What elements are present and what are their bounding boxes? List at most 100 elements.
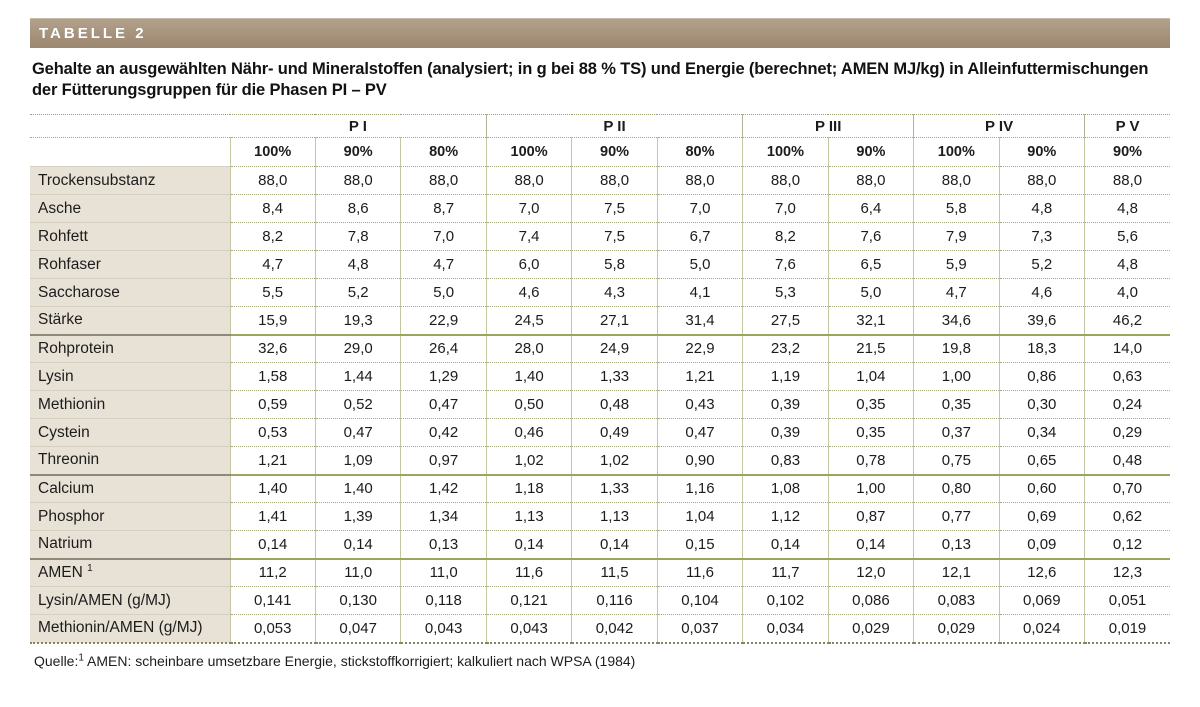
row-label-cell: Lysin — [30, 362, 230, 391]
value-cell: 4,7 — [400, 250, 487, 279]
column-header: 90% — [827, 137, 914, 167]
row-label-cell: Saccharose — [30, 278, 230, 307]
row-label-cell: Methionin — [30, 390, 230, 419]
value-cell: 0,042 — [571, 614, 658, 644]
value-cell: 88,0 — [314, 166, 401, 195]
value-cell: 7,8 — [314, 222, 401, 251]
value-cell: 0,037 — [656, 614, 743, 644]
row-label-cell: Calcium — [30, 474, 230, 503]
value-cell: 88,0 — [485, 166, 572, 195]
value-cell: 6,4 — [827, 194, 914, 223]
row-label-cell: Methionin/AMEN (g/MJ) — [30, 614, 230, 644]
value-cell: 24,5 — [485, 306, 572, 336]
value-cell: 0,97 — [400, 446, 487, 476]
table-row: Stärke 15,9 19,3 22,9 24,5 27,1 31,4 27,5 32,1 34… — [30, 306, 1170, 336]
value-cell: 88,0 — [571, 166, 658, 195]
value-cell: 19,8 — [913, 334, 1000, 363]
value-cell: 0,39 — [742, 390, 829, 419]
value-cell: 0,86 — [998, 362, 1085, 391]
column-header: 90% — [314, 137, 401, 167]
column-header: 100% — [742, 137, 829, 167]
row-label-cell: Lysin/AMEN (g/MJ) — [30, 586, 230, 615]
table-title: Gehalte an ausgewählten Nähr- und Minera… — [32, 59, 1170, 101]
value-cell: 1,40 — [314, 474, 401, 503]
value-cell: 11,0 — [400, 558, 487, 587]
value-cell: 5,2 — [998, 250, 1085, 279]
value-cell: 0,14 — [314, 530, 401, 560]
value-cell: 5,2 — [314, 278, 401, 307]
value-cell: 1,16 — [656, 474, 743, 503]
value-cell: 0,12 — [1084, 530, 1170, 560]
source-note: Quelle:1 AMEN: scheinbare umsetzbare Ene… — [34, 651, 1170, 668]
table-tag-bar: TABELLE 2 — [30, 18, 1170, 48]
value-cell: 7,0 — [400, 222, 487, 251]
value-cell: 0,48 — [571, 390, 658, 419]
value-cell: 0,24 — [1084, 390, 1170, 419]
column-header: 100% — [229, 137, 316, 167]
table-row: Cystein 0,53 0,47 0,42 0,46 0,49 0,47 0,39 0,35 0… — [30, 418, 1170, 447]
value-cell: 27,1 — [571, 306, 658, 336]
value-cell: 1,39 — [314, 502, 401, 531]
value-cell: 0,019 — [1084, 614, 1170, 644]
value-cell: 5,9 — [913, 250, 1000, 279]
column-header: 80% — [656, 137, 743, 167]
value-cell: 7,5 — [571, 194, 658, 223]
value-cell: 1,00 — [913, 362, 1000, 391]
value-cell: 1,13 — [571, 502, 658, 531]
value-cell: 5,3 — [742, 278, 829, 307]
value-cell: 0,14 — [229, 530, 316, 560]
value-cell: 1,34 — [400, 502, 487, 531]
value-cell: 0,47 — [314, 418, 401, 447]
value-cell: 0,69 — [998, 502, 1085, 531]
value-cell: 1,42 — [400, 474, 487, 503]
value-cell: 0,62 — [1084, 502, 1170, 531]
value-cell: 22,9 — [656, 334, 743, 363]
value-cell: 26,4 — [400, 334, 487, 363]
value-cell: 4,8 — [314, 250, 401, 279]
value-cell: 5,6 — [1084, 222, 1170, 251]
value-cell: 1,33 — [571, 474, 658, 503]
source-footnote-marker: 1 — [78, 651, 84, 663]
value-cell: 0,78 — [827, 446, 914, 476]
phase-group-header: P I — [230, 114, 487, 138]
value-cell: 7,5 — [571, 222, 658, 251]
table-row: Lysin 1,58 1,44 1,29 1,40 1,33 1,21 1,19 1,04 1,0… — [30, 362, 1170, 391]
value-cell: 0,63 — [1084, 362, 1170, 391]
value-cell: 0,47 — [400, 390, 487, 419]
column-header: 80% — [400, 137, 487, 167]
value-cell: 0,90 — [656, 446, 743, 476]
value-cell: 0,75 — [913, 446, 1000, 476]
value-cell: 1,02 — [485, 446, 572, 476]
value-cell: 0,43 — [656, 390, 743, 419]
value-cell: 39,6 — [998, 306, 1085, 336]
row-label-cell: Threonin — [30, 446, 230, 476]
value-cell: 4,7 — [229, 250, 316, 279]
value-cell: 0,15 — [656, 530, 743, 560]
column-header: 90% — [1084, 137, 1170, 167]
table-tag-label: TABELLE 2 — [39, 25, 147, 42]
value-cell: 1,40 — [229, 474, 316, 503]
value-cell: 12,6 — [998, 558, 1085, 587]
value-cell: 0,14 — [742, 530, 829, 560]
value-cell: 29,0 — [314, 334, 401, 363]
value-cell: 5,0 — [400, 278, 487, 307]
table-row: Calcium 1,40 1,40 1,42 1,18 1,33 1,16 1,08 1,00 0… — [30, 474, 1170, 503]
value-cell: 11,6 — [656, 558, 743, 587]
value-cell: 0,053 — [229, 614, 316, 644]
table-row: Rohfaser 4,7 4,8 4,7 6,0 5,8 5,0 7,6 6,5 5,9 5,2 4,… — [30, 250, 1170, 279]
value-cell: 88,0 — [400, 166, 487, 195]
value-cell: 5,5 — [229, 278, 316, 307]
table-row: Asche 8,4 8,6 8,7 7,0 7,5 7,0 7,0 6,4 5,8 4,8 4,8 — [30, 194, 1170, 223]
value-cell: 0,130 — [314, 586, 401, 615]
value-cell: 18,3 — [998, 334, 1085, 363]
row-label-cell: Rohfett — [30, 222, 230, 251]
value-cell: 7,4 — [485, 222, 572, 251]
value-cell: 0,069 — [998, 586, 1085, 615]
corner-cell — [30, 137, 230, 167]
value-cell: 0,77 — [913, 502, 1000, 531]
value-cell: 0,87 — [827, 502, 914, 531]
value-cell: 0,34 — [998, 418, 1085, 447]
value-cell: 8,2 — [229, 222, 316, 251]
value-cell: 0,47 — [656, 418, 743, 447]
